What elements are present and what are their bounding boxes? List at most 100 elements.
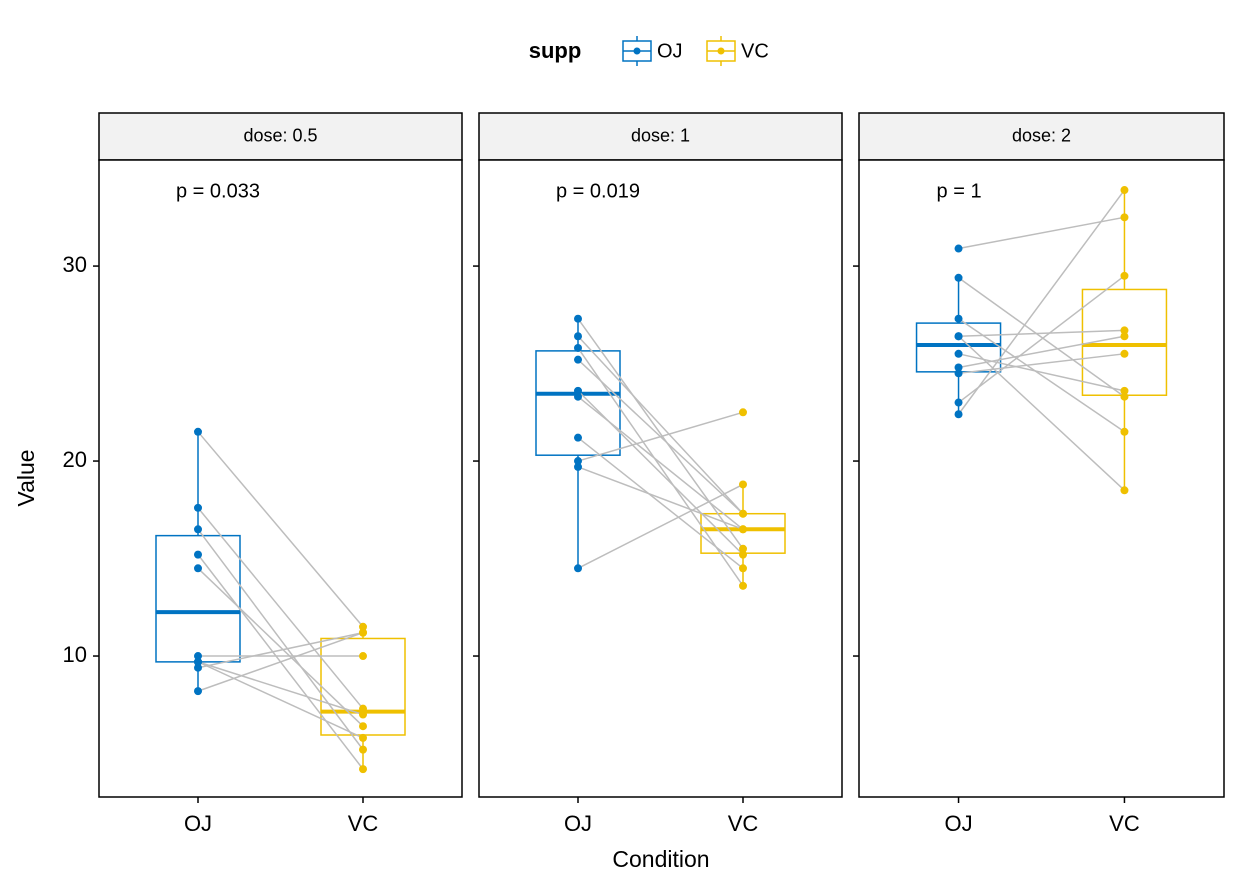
strip-label: dose: 2 — [1012, 125, 1071, 145]
y-tick-label: 20 — [63, 447, 87, 472]
point — [954, 363, 963, 372]
point — [359, 733, 367, 742]
strip — [478, 112, 843, 161]
x-tick-label: OJ — [564, 811, 592, 836]
pair-line — [197, 528, 364, 751]
point — [359, 765, 367, 774]
point — [574, 332, 582, 341]
strip — [98, 112, 463, 161]
pair-line — [577, 390, 744, 556]
pair-line — [577, 318, 744, 550]
point — [194, 657, 202, 666]
point — [574, 355, 582, 364]
point — [194, 550, 202, 559]
pair-line — [197, 507, 364, 710]
point — [194, 687, 202, 696]
pair-line — [958, 353, 1125, 392]
pair-line — [958, 353, 1125, 375]
pair-line — [958, 275, 1125, 404]
point — [954, 314, 963, 323]
pair-line — [197, 431, 364, 628]
point — [954, 332, 963, 341]
pair-line — [197, 631, 364, 692]
point — [359, 628, 367, 637]
legend-label: VC — [741, 40, 769, 62]
point — [739, 525, 747, 534]
point — [1120, 332, 1129, 341]
point — [359, 652, 367, 661]
point — [739, 544, 747, 553]
point — [954, 398, 963, 407]
legend-key-point — [633, 47, 641, 55]
pair-line — [577, 359, 744, 515]
legend-title: supp — [529, 38, 582, 63]
point — [1120, 326, 1129, 335]
pair-line — [958, 318, 1125, 433]
panel — [858, 159, 1225, 798]
point — [1120, 486, 1129, 495]
point — [1120, 186, 1129, 195]
pair-line — [958, 335, 1125, 369]
point — [359, 710, 367, 719]
y-tick-label: 10 — [63, 642, 87, 667]
pair-line — [577, 483, 744, 569]
point — [574, 433, 582, 442]
point — [359, 745, 367, 754]
pair-line — [197, 661, 364, 716]
point — [1120, 271, 1129, 280]
p-value: p = 0.033 — [176, 180, 260, 202]
p-value: p = 0.019 — [556, 180, 640, 202]
point — [739, 550, 747, 559]
point — [739, 408, 747, 417]
strip-label: dose: 0.5 — [243, 125, 317, 145]
point — [359, 722, 367, 731]
point — [1120, 349, 1129, 358]
point — [194, 564, 202, 573]
point — [194, 427, 202, 436]
point — [194, 525, 202, 534]
point — [359, 704, 367, 713]
point — [574, 314, 582, 323]
panel — [98, 159, 463, 798]
pair-line — [577, 437, 744, 569]
point — [1120, 213, 1129, 222]
panel — [478, 159, 843, 798]
point — [194, 503, 202, 512]
point — [574, 457, 582, 466]
point — [954, 410, 963, 419]
pair-line — [958, 216, 1125, 250]
point — [739, 509, 747, 518]
point — [1120, 392, 1129, 401]
pair-line — [958, 277, 1125, 398]
point — [574, 343, 582, 352]
point — [954, 369, 963, 378]
point — [739, 581, 747, 590]
point — [954, 349, 963, 358]
point — [574, 386, 582, 395]
y-axis-label: Value — [13, 449, 39, 506]
pair-line — [577, 335, 744, 515]
point — [954, 273, 963, 282]
point — [194, 652, 202, 661]
point — [739, 480, 747, 489]
point — [954, 244, 963, 253]
point — [194, 663, 202, 672]
point — [574, 392, 582, 401]
pair-line — [957, 189, 1126, 415]
pair-line — [197, 661, 364, 739]
pair-line — [197, 631, 364, 669]
y-tick-label: 30 — [63, 252, 87, 277]
point — [359, 622, 367, 631]
point — [1120, 427, 1129, 436]
x-tick-label: OJ — [184, 811, 212, 836]
point — [574, 564, 582, 573]
legend-label: OJ — [657, 40, 683, 62]
x-tick-label: VC — [1109, 811, 1140, 836]
point — [739, 564, 747, 573]
x-tick-label: VC — [348, 811, 379, 836]
point — [574, 462, 582, 471]
point — [1120, 386, 1129, 395]
x-tick-label: VC — [728, 811, 759, 836]
legend-key-point — [717, 47, 725, 55]
